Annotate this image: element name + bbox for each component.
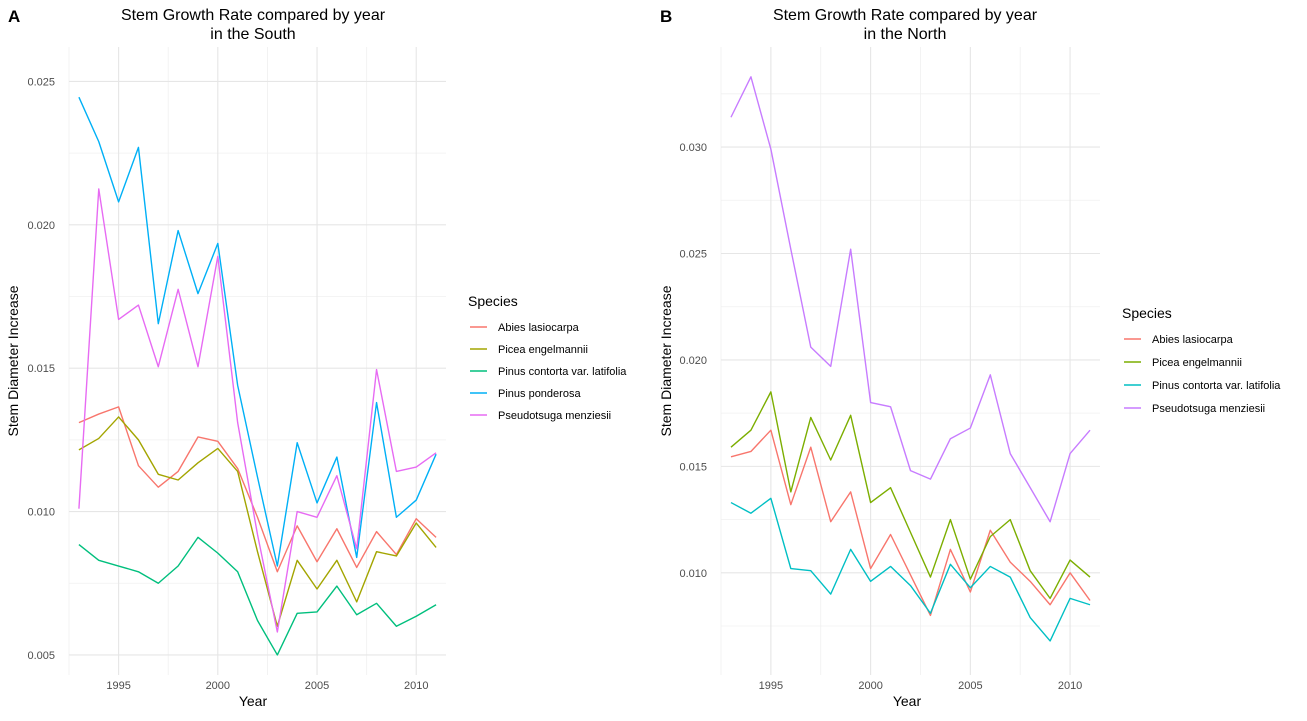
series-line-abies-lasiocarpa — [78, 406, 437, 573]
y-axis-label-north: Stem Diameter Increase — [658, 285, 674, 436]
legend-label-south: Abies lasiocarpa — [498, 322, 580, 334]
x-tick-label: 2010 — [1058, 680, 1082, 692]
legend-label-south: Pseudotsuga menziesii — [498, 410, 611, 422]
panel-label-b: B — [660, 7, 672, 26]
y-tick-label: 0.025 — [27, 76, 55, 88]
series-line-picea-engelmannii — [78, 416, 437, 627]
x-tick-label: 2000 — [858, 680, 882, 692]
series-lines-north — [730, 76, 1091, 642]
legend-label-north: Picea engelmannii — [1152, 357, 1242, 369]
legend-label-north: Pinus contorta var. latifolia — [1152, 380, 1281, 392]
series-line-pseudotsuga-menziesii — [78, 188, 437, 633]
y-tick-labels-south: 0.005 0.010 0.015 0.020 0.025 — [27, 76, 55, 662]
x-tick-label: 2005 — [305, 680, 329, 692]
x-tick-label: 2005 — [958, 680, 982, 692]
panel-label-a: A — [8, 7, 20, 26]
y-tick-label: 0.015 — [27, 363, 55, 375]
panel-south: A Stem Growth Rate compared by year in t… — [5, 7, 627, 709]
legend-label-south: Pinus contorta var. latifolia — [498, 366, 627, 378]
y-tick-label: 0.020 — [27, 220, 55, 232]
legend-label-north: Abies lasiocarpa — [1152, 334, 1234, 346]
series-line-pinus-ponderosa — [78, 96, 437, 567]
legend-north: Species Abies lasiocarpa Picea engelmanni… — [1122, 305, 1281, 415]
legend-south: Species Abies lasiocarpa Picea engelmanni… — [468, 293, 627, 422]
series-line-picea-engelmannii — [730, 391, 1091, 600]
y-tick-label: 0.015 — [679, 461, 707, 473]
x-tick-label: 2010 — [404, 680, 428, 692]
x-axis-label-south: Year — [239, 693, 268, 709]
chart-subtitle-south: in the South — [210, 26, 295, 43]
chart-title-north: Stem Growth Rate compared by year — [773, 7, 1038, 24]
y-tick-labels-north: 0.010 0.015 0.020 0.025 0.030 — [679, 142, 707, 580]
legend-label-south: Pinus ponderosa — [498, 388, 581, 400]
y-tick-label: 0.005 — [27, 650, 55, 662]
x-axis-label-north: Year — [893, 693, 922, 709]
legend-title-south: Species — [468, 293, 518, 309]
x-tick-label: 1995 — [759, 680, 783, 692]
legend-title-north: Species — [1122, 305, 1172, 321]
y-tick-label: 0.010 — [679, 568, 707, 580]
series-line-pinus-contorta-var-latifolia — [78, 536, 437, 656]
legend-label-north: Pseudotsuga menziesii — [1152, 403, 1265, 415]
y-tick-label: 0.010 — [27, 507, 55, 519]
x-tick-labels-south: 1995 2000 2005 2010 — [106, 680, 428, 692]
chart-subtitle-north: in the North — [864, 26, 947, 43]
y-tick-label: 0.020 — [679, 355, 707, 367]
x-tick-label: 2000 — [206, 680, 230, 692]
legend-label-south: Picea engelmannii — [498, 344, 588, 356]
chart-title-south: Stem Growth Rate compared by year — [121, 7, 386, 24]
series-lines-south — [78, 96, 437, 656]
panel-north: B Stem Growth Rate compared by year in t… — [658, 7, 1281, 709]
y-axis-label-south: Stem Diameter Increase — [5, 285, 21, 436]
y-tick-label: 0.025 — [679, 248, 707, 260]
grid-north — [720, 47, 1100, 675]
x-tick-label: 1995 — [106, 680, 130, 692]
series-line-pseudotsuga-menziesii — [730, 76, 1091, 523]
x-tick-labels-north: 1995 2000 2005 2010 — [759, 680, 1083, 692]
y-tick-label: 0.030 — [679, 142, 707, 154]
series-line-pinus-contorta-var-latifolia — [730, 497, 1091, 642]
series-line-abies-lasiocarpa — [730, 429, 1091, 617]
grid-south — [68, 47, 446, 675]
